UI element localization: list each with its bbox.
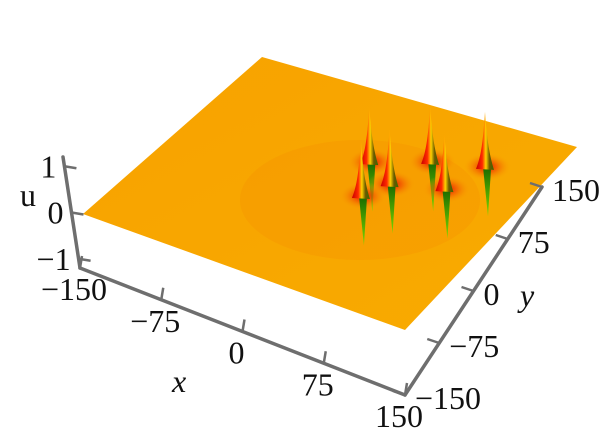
x-tick bbox=[322, 351, 327, 364]
y-tick-label: 0 bbox=[484, 276, 500, 312]
peak-spike bbox=[421, 106, 440, 165]
soliton-peak bbox=[338, 141, 387, 246]
z-tick-label: 0 bbox=[48, 195, 64, 231]
x-tick bbox=[160, 287, 165, 300]
x-tick bbox=[241, 319, 246, 332]
z-tick-label: 1 bbox=[40, 148, 56, 184]
x-tick-label: 150 bbox=[375, 398, 423, 434]
y-tick bbox=[426, 337, 440, 345]
peak-spike bbox=[476, 111, 494, 170]
soliton-peak bbox=[463, 111, 511, 217]
z-tick-label: −1 bbox=[37, 241, 71, 277]
x-tick bbox=[403, 382, 409, 396]
peak-spike bbox=[435, 134, 454, 193]
z-axis-title: u bbox=[20, 177, 36, 213]
y-tick bbox=[461, 285, 474, 293]
y-tick bbox=[529, 181, 543, 189]
x-tick-label: −150 bbox=[41, 271, 107, 307]
z-tick bbox=[71, 211, 84, 216]
peak-dip bbox=[358, 196, 367, 246]
x-axis-title: x bbox=[171, 363, 186, 399]
z-tick bbox=[78, 257, 91, 262]
y-tick-label: 75 bbox=[518, 224, 550, 260]
x-tick-label: 75 bbox=[302, 366, 334, 402]
peak-dip bbox=[483, 166, 491, 217]
x-tick-label: −75 bbox=[130, 303, 180, 339]
y-tick bbox=[495, 233, 509, 241]
y-tick-label: −150 bbox=[415, 380, 481, 416]
surface-plane bbox=[83, 57, 577, 330]
z-tick bbox=[64, 165, 77, 170]
y-tick-label: 150 bbox=[552, 172, 600, 208]
peak-dip bbox=[442, 189, 451, 239]
peak-dip bbox=[387, 184, 396, 234]
soliton-peak bbox=[422, 134, 471, 239]
y-axis-title: y bbox=[517, 277, 535, 313]
x-tick-label: 0 bbox=[229, 335, 245, 371]
peaks-layer bbox=[338, 106, 511, 246]
peak-spike bbox=[360, 107, 379, 166]
y-tick-label: −75 bbox=[449, 328, 499, 364]
y-tick bbox=[392, 389, 406, 397]
peak-spike bbox=[380, 129, 399, 188]
peak-spike bbox=[351, 141, 370, 199]
